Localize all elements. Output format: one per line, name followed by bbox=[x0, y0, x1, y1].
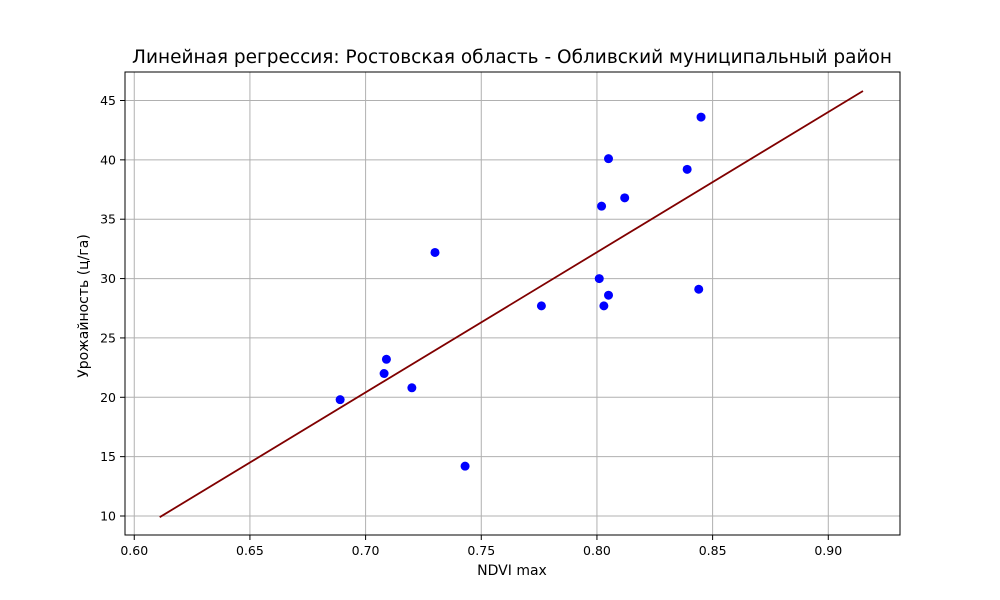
y-tick-label: 15 bbox=[100, 449, 116, 464]
data-point bbox=[694, 284, 704, 294]
x-tick-label: 0.85 bbox=[699, 543, 727, 558]
x-axis-ticks: 0.60 0.65 0.70 0.75 0.80 0.85 0.90 bbox=[120, 535, 842, 558]
x-tick-label: 0.80 bbox=[583, 543, 611, 558]
grid bbox=[125, 72, 900, 535]
data-point bbox=[604, 154, 614, 164]
x-tick-label: 0.60 bbox=[120, 543, 148, 558]
y-tick-label: 45 bbox=[100, 93, 116, 108]
x-axis-label: NDVI max bbox=[477, 563, 547, 579]
data-point bbox=[430, 247, 440, 257]
x-tick-label: 0.65 bbox=[236, 543, 264, 558]
scatter-points bbox=[335, 112, 706, 471]
y-tick-label: 40 bbox=[100, 152, 116, 167]
y-tick-label: 30 bbox=[100, 271, 116, 286]
y-axis-label: Урожайность (ц/га) bbox=[76, 234, 92, 378]
data-point bbox=[536, 301, 546, 311]
plot-frame bbox=[124, 71, 901, 536]
data-point bbox=[379, 369, 389, 379]
data-point bbox=[594, 274, 604, 284]
y-tick-label: 10 bbox=[100, 509, 116, 524]
data-point bbox=[620, 193, 630, 203]
y-tick-label: 35 bbox=[100, 212, 116, 227]
data-point bbox=[682, 164, 692, 174]
data-point bbox=[597, 201, 607, 211]
regression-layer bbox=[159, 90, 864, 518]
x-tick-label: 0.70 bbox=[352, 543, 380, 558]
x-tick-label: 0.90 bbox=[814, 543, 842, 558]
data-point bbox=[460, 461, 470, 471]
regression-line bbox=[159, 90, 864, 518]
data-point bbox=[599, 301, 609, 311]
data-point bbox=[335, 395, 345, 405]
data-point bbox=[604, 290, 614, 300]
y-tick-label: 20 bbox=[100, 390, 116, 405]
y-tick-label: 25 bbox=[100, 330, 116, 345]
chart-title: Линейная регрессия: Ростовская область -… bbox=[132, 47, 892, 68]
data-point bbox=[696, 112, 706, 122]
data-point bbox=[381, 354, 391, 364]
x-tick-label: 0.75 bbox=[467, 543, 495, 558]
y-axis-ticks: 10 15 20 25 30 35 40 45 bbox=[100, 93, 125, 524]
data-point bbox=[407, 383, 417, 393]
